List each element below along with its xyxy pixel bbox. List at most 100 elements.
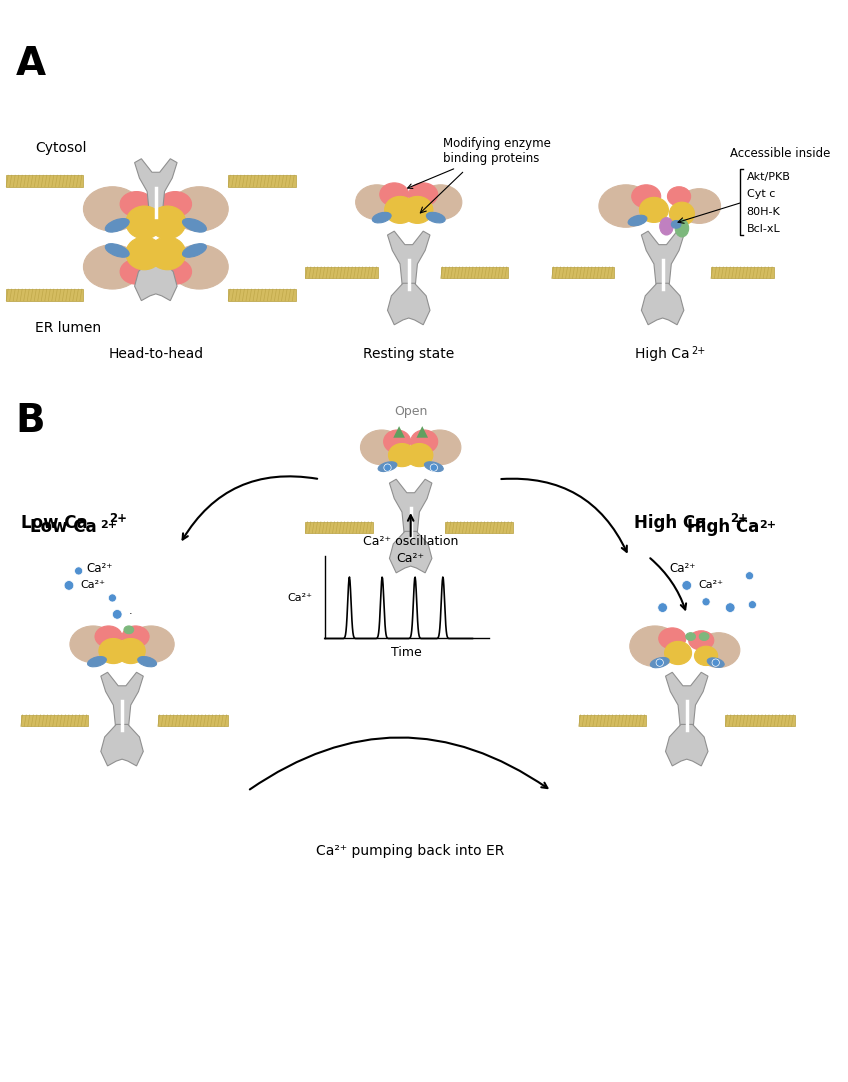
FancyBboxPatch shape (441, 267, 508, 278)
Ellipse shape (70, 626, 116, 662)
Ellipse shape (665, 642, 692, 664)
Polygon shape (135, 259, 177, 301)
Text: Time: Time (392, 646, 422, 659)
Ellipse shape (124, 626, 134, 634)
Ellipse shape (126, 237, 163, 269)
Ellipse shape (388, 444, 416, 466)
FancyBboxPatch shape (158, 715, 228, 726)
Text: Ca²⁺: Ca²⁺ (287, 593, 312, 603)
Circle shape (712, 659, 719, 667)
Polygon shape (389, 479, 432, 541)
Ellipse shape (170, 245, 228, 289)
Circle shape (745, 571, 754, 580)
Text: Accessible inside: Accessible inside (730, 147, 830, 160)
Text: Ca²⁺ pumping back into ER: Ca²⁺ pumping back into ER (316, 844, 505, 858)
Text: Cytosol: Cytosol (35, 141, 86, 155)
Polygon shape (135, 159, 177, 221)
Ellipse shape (126, 206, 163, 239)
Ellipse shape (83, 187, 142, 232)
Ellipse shape (360, 430, 403, 465)
Ellipse shape (95, 626, 122, 647)
Circle shape (109, 594, 116, 602)
Ellipse shape (678, 188, 721, 223)
Polygon shape (389, 531, 432, 572)
Text: 2+: 2+ (692, 346, 706, 356)
Text: Ca²⁺: Ca²⁺ (81, 580, 105, 591)
Ellipse shape (632, 185, 661, 208)
Text: Ca²⁺: Ca²⁺ (397, 552, 425, 565)
Ellipse shape (116, 638, 145, 663)
Text: Head-to-head: Head-to-head (109, 346, 204, 360)
Ellipse shape (182, 243, 206, 258)
Ellipse shape (105, 243, 129, 258)
Text: A: A (16, 44, 46, 83)
Polygon shape (388, 283, 430, 325)
Text: 2+: 2+ (109, 512, 127, 525)
Ellipse shape (355, 185, 398, 220)
Circle shape (64, 581, 74, 590)
Circle shape (748, 601, 756, 609)
Ellipse shape (659, 628, 686, 649)
Text: Akt/PKB: Akt/PKB (746, 172, 790, 182)
Ellipse shape (83, 245, 142, 289)
Text: Bcl-xL: Bcl-xL (746, 224, 780, 234)
Circle shape (75, 567, 82, 575)
FancyBboxPatch shape (228, 289, 296, 301)
Ellipse shape (149, 206, 186, 239)
Ellipse shape (182, 219, 206, 233)
Ellipse shape (630, 626, 680, 667)
Text: Ca²⁺: Ca²⁺ (86, 563, 113, 576)
Circle shape (658, 603, 667, 612)
Polygon shape (641, 232, 683, 293)
Ellipse shape (383, 430, 410, 453)
FancyBboxPatch shape (228, 175, 296, 187)
Text: Low Ca: Low Ca (31, 518, 97, 537)
Text: ·: · (129, 609, 132, 619)
Ellipse shape (137, 657, 157, 667)
Text: High Ca: High Ca (635, 346, 690, 360)
FancyBboxPatch shape (445, 522, 513, 533)
Polygon shape (101, 672, 143, 734)
Ellipse shape (99, 638, 128, 663)
Text: Resting state: Resting state (363, 346, 455, 360)
Text: Ca²⁺: Ca²⁺ (669, 563, 695, 576)
Text: Low Ca: Low Ca (20, 514, 87, 531)
Ellipse shape (686, 633, 695, 641)
Circle shape (384, 464, 391, 472)
Ellipse shape (149, 237, 186, 269)
Ellipse shape (402, 197, 432, 223)
Ellipse shape (378, 462, 397, 472)
Polygon shape (388, 232, 430, 293)
Ellipse shape (650, 658, 669, 668)
Text: 80H-K: 80H-K (746, 207, 780, 216)
Text: 2+: 2+ (759, 519, 776, 529)
Ellipse shape (639, 197, 668, 223)
FancyBboxPatch shape (305, 522, 373, 533)
Ellipse shape (372, 212, 391, 223)
Ellipse shape (406, 444, 432, 466)
Ellipse shape (425, 462, 444, 472)
Ellipse shape (697, 633, 739, 668)
Text: Ca²⁺: Ca²⁺ (699, 580, 723, 591)
Polygon shape (101, 725, 143, 766)
Ellipse shape (707, 658, 724, 668)
Ellipse shape (380, 183, 409, 206)
Circle shape (725, 603, 735, 612)
Ellipse shape (159, 192, 192, 216)
Circle shape (113, 609, 122, 619)
Ellipse shape (695, 646, 717, 665)
Text: Open: Open (394, 405, 427, 418)
Text: B: B (16, 403, 46, 440)
Ellipse shape (410, 430, 438, 453)
FancyBboxPatch shape (725, 715, 795, 726)
Text: Ca²⁺ oscillation: Ca²⁺ oscillation (363, 536, 459, 549)
Ellipse shape (628, 215, 647, 226)
Ellipse shape (675, 220, 689, 237)
Ellipse shape (120, 192, 153, 216)
Ellipse shape (427, 212, 445, 223)
Ellipse shape (669, 202, 695, 225)
Ellipse shape (660, 217, 673, 235)
Text: ER lumen: ER lumen (35, 320, 101, 334)
Ellipse shape (689, 631, 714, 650)
FancyBboxPatch shape (20, 715, 88, 726)
